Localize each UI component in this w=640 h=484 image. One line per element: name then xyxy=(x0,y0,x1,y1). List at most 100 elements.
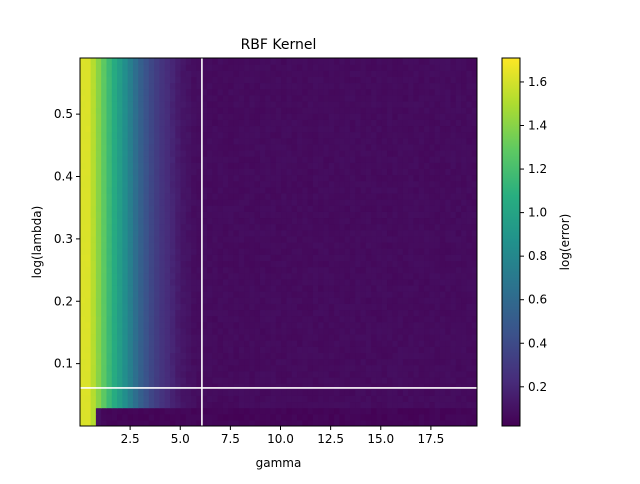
heatmap-cell xyxy=(254,76,261,84)
heatmap-cell xyxy=(387,370,393,378)
heatmap-cell xyxy=(387,131,393,139)
heatmap-cell xyxy=(185,364,192,372)
heatmap-cell xyxy=(217,100,224,108)
heatmap-cell xyxy=(90,162,97,169)
heatmap-cell xyxy=(117,315,123,323)
heatmap-cell xyxy=(312,192,319,200)
heatmap-cell xyxy=(138,88,145,96)
heatmap-cell xyxy=(439,211,446,219)
heatmap-cell xyxy=(466,94,473,102)
heatmap-cell xyxy=(408,358,415,366)
heatmap-cell xyxy=(408,327,415,335)
heatmap-cell xyxy=(461,156,468,163)
heatmap-cell xyxy=(85,321,92,329)
heatmap-cell xyxy=(154,266,160,274)
heatmap-cell xyxy=(185,186,192,194)
heatmap-cell xyxy=(233,229,240,237)
heatmap-cell xyxy=(439,321,446,329)
heatmap-cell xyxy=(196,352,203,360)
heatmap-cell xyxy=(90,82,97,90)
heatmap-cell xyxy=(461,168,468,176)
heatmap-cell xyxy=(249,156,256,163)
heatmap-cell xyxy=(302,376,309,384)
heatmap-cell xyxy=(254,211,261,219)
heatmap-cell xyxy=(148,229,155,237)
heatmap-cell xyxy=(228,88,235,96)
heatmap-cell xyxy=(397,401,404,409)
heatmap-cell xyxy=(328,272,335,280)
heatmap-cell xyxy=(371,395,378,403)
heatmap-cell xyxy=(402,383,409,390)
heatmap-cell xyxy=(143,70,150,77)
heatmap-cell xyxy=(439,174,446,182)
heatmap-cell xyxy=(164,64,171,71)
heatmap-cell xyxy=(402,150,409,157)
heatmap-cell xyxy=(85,94,92,102)
heatmap-cell xyxy=(122,401,129,409)
heatmap-cell xyxy=(434,334,441,341)
heatmap-cell xyxy=(117,278,123,286)
heatmap-cell xyxy=(148,346,155,353)
heatmap-cell xyxy=(95,107,102,114)
heatmap-cell xyxy=(138,254,145,261)
heatmap-cell xyxy=(254,389,261,396)
heatmap-cell xyxy=(117,150,123,157)
heatmap-cell xyxy=(371,131,378,139)
heatmap-cell xyxy=(169,125,176,133)
heatmap-cell xyxy=(122,113,129,120)
heatmap-cell xyxy=(127,383,134,390)
heatmap-cell xyxy=(349,278,356,286)
heatmap-cell xyxy=(265,334,272,341)
heatmap-cell xyxy=(265,205,272,212)
heatmap-cell xyxy=(408,352,415,360)
heatmap-cell xyxy=(328,291,335,298)
heatmap-cell xyxy=(217,131,224,139)
heatmap-cell xyxy=(275,401,282,409)
heatmap-cell xyxy=(244,235,250,243)
heatmap-cell xyxy=(281,242,288,249)
heatmap-cell xyxy=(95,229,102,237)
heatmap-cell xyxy=(376,248,383,255)
heatmap-cell xyxy=(286,278,293,286)
heatmap-cell xyxy=(138,389,145,396)
heatmap-cell xyxy=(101,291,108,298)
heatmap-cell xyxy=(275,162,282,169)
heatmap-cell xyxy=(439,156,446,163)
heatmap-cell xyxy=(413,284,420,292)
heatmap-cell xyxy=(461,254,468,261)
heatmap-cell xyxy=(328,242,335,249)
heatmap-cell xyxy=(387,76,393,84)
heatmap-cell xyxy=(249,186,256,194)
heatmap-cell xyxy=(259,211,266,219)
heatmap-cell xyxy=(455,260,462,268)
heatmap-cell xyxy=(201,88,208,96)
heatmap-cell xyxy=(233,205,240,212)
heatmap-cell xyxy=(90,174,97,182)
heatmap-cell xyxy=(413,383,420,390)
heatmap-cell xyxy=(371,376,378,384)
heatmap-cell xyxy=(281,303,288,311)
heatmap-cell xyxy=(455,94,462,102)
heatmap-cell xyxy=(334,217,340,225)
heatmap-cell xyxy=(201,272,208,280)
heatmap-cell xyxy=(371,88,378,96)
heatmap-cell xyxy=(461,419,468,426)
heatmap-cell xyxy=(365,211,372,219)
heatmap-cell xyxy=(439,309,446,317)
heatmap-cell xyxy=(127,229,134,237)
heatmap-cell xyxy=(381,168,388,176)
heatmap-cell xyxy=(164,211,171,219)
heatmap-cell xyxy=(85,205,92,212)
heatmap-cell xyxy=(275,260,282,268)
heatmap-cell xyxy=(222,205,229,212)
heatmap-cell xyxy=(80,364,86,372)
heatmap-cell xyxy=(132,186,139,194)
heatmap-cell xyxy=(297,70,303,77)
heatmap-cell xyxy=(376,70,383,77)
heatmap-cell xyxy=(249,64,256,71)
heatmap-cell xyxy=(259,64,266,71)
heatmap-cell xyxy=(413,242,420,249)
heatmap-cell xyxy=(95,168,102,176)
heatmap-cell xyxy=(95,395,102,403)
heatmap-cell xyxy=(307,242,314,249)
